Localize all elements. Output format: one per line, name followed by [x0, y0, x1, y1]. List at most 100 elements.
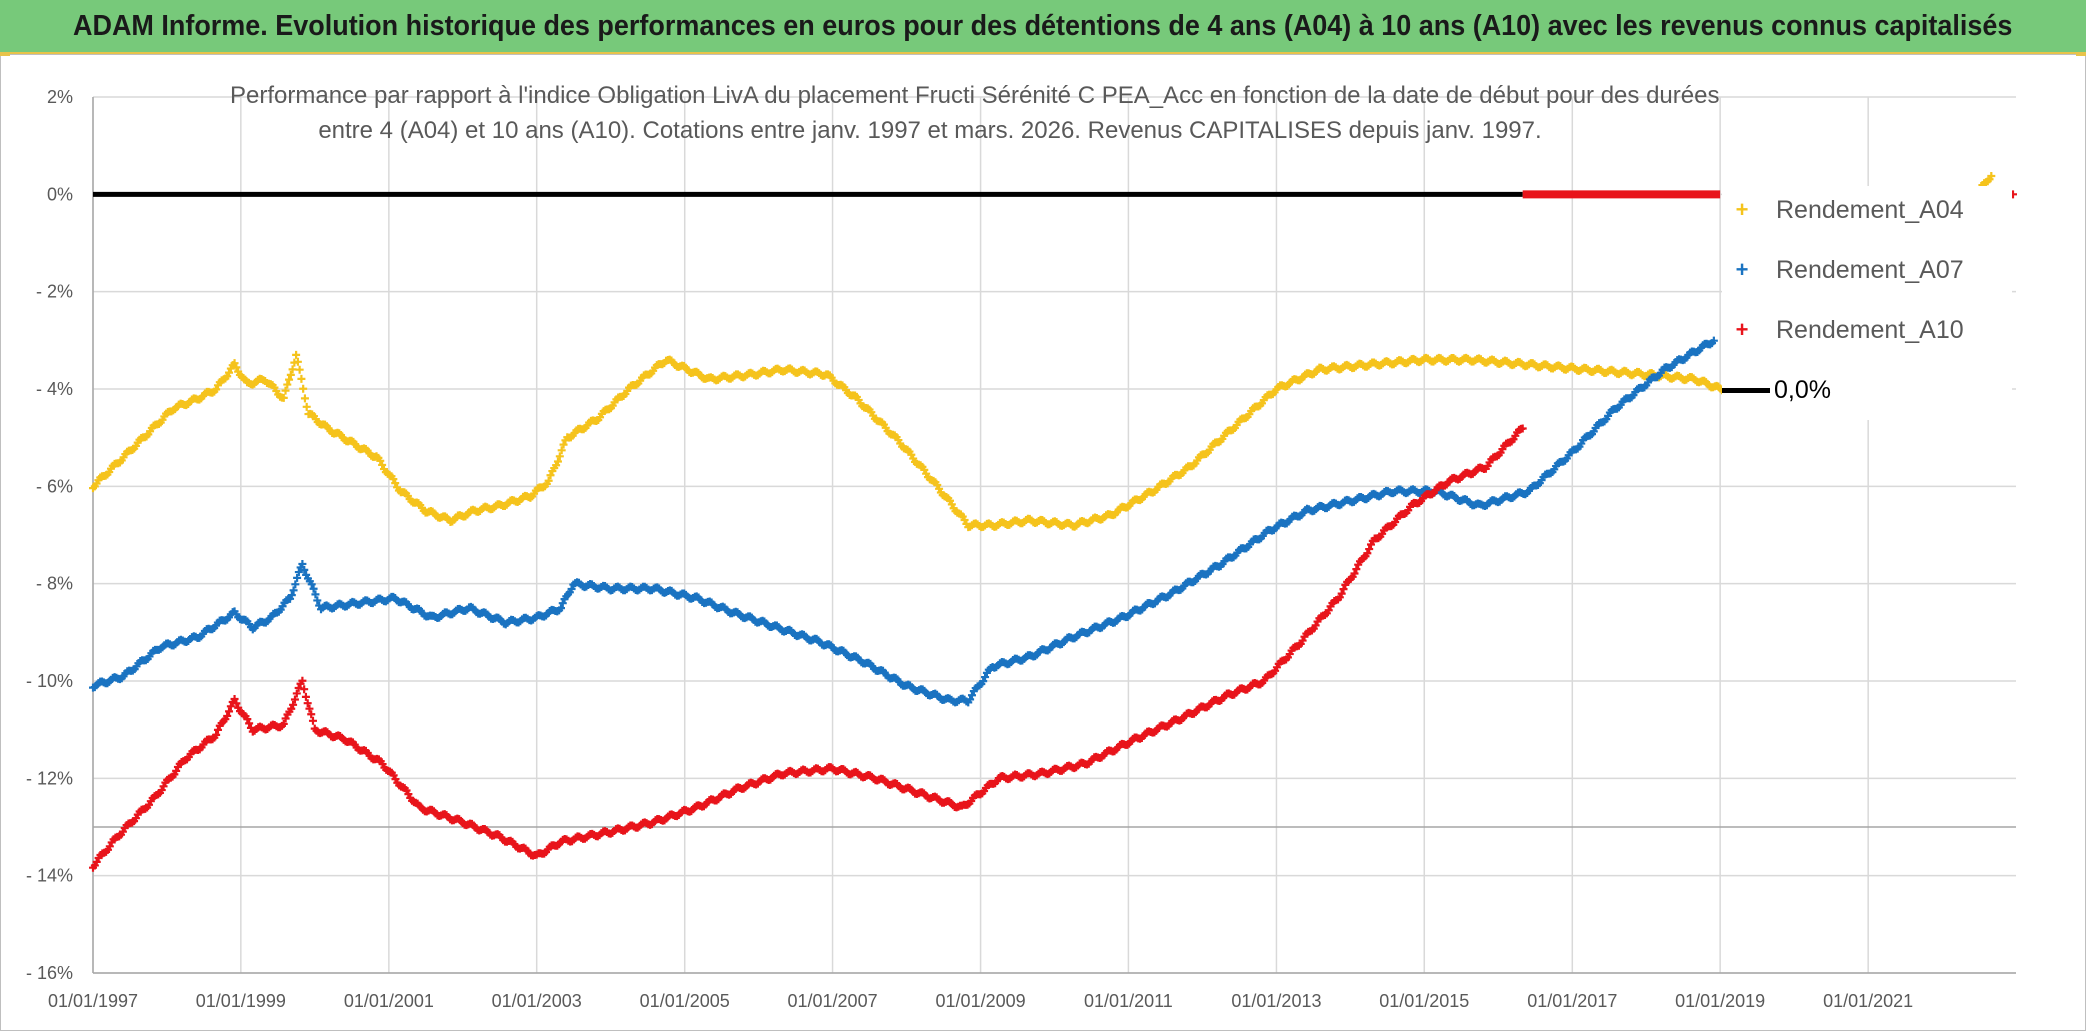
- y-tick-label: - 10%: [26, 671, 73, 691]
- data-point: [546, 471, 555, 480]
- data-point: [555, 452, 564, 461]
- data-point: [981, 673, 990, 682]
- legend-label-a10: Rendement_A10: [1776, 315, 1964, 344]
- data-point: [279, 719, 288, 728]
- data-point: [389, 475, 398, 484]
- data-point: [225, 707, 234, 716]
- legend-item-a04: + Rendement_A04: [1722, 190, 1964, 230]
- x-tick-label: 01/01/2017: [1527, 991, 1617, 1011]
- y-tick-label: - 2%: [36, 282, 73, 302]
- plus-marker-icon: +: [1735, 257, 1749, 282]
- data-point: [213, 725, 222, 734]
- data-point: [225, 368, 234, 377]
- data-point: [230, 694, 239, 703]
- data-point: [308, 716, 317, 725]
- data-point: [212, 730, 221, 739]
- data-point: [283, 380, 292, 389]
- line-marker-icon: [1722, 387, 1770, 393]
- data-point: [292, 689, 301, 698]
- data-point: [307, 580, 316, 589]
- legend-label-a04: Rendement_A04: [1776, 195, 1964, 224]
- data-point: [1352, 565, 1361, 574]
- y-tick-label: 0%: [47, 184, 73, 204]
- x-tick-label: 01/01/1999: [196, 991, 286, 1011]
- data-point: [299, 384, 308, 393]
- x-tick-label: 01/01/1997: [48, 991, 138, 1011]
- data-point: [226, 702, 235, 711]
- data-point: [291, 580, 300, 589]
- data-point: [281, 386, 290, 395]
- data-point: [553, 457, 562, 466]
- data-point: [1350, 569, 1359, 578]
- y-tick-label: - 12%: [26, 768, 73, 788]
- data-point: [300, 394, 309, 403]
- data-point: [294, 568, 303, 577]
- data-point: [243, 715, 252, 724]
- data-point: [305, 704, 314, 713]
- data-point: [378, 460, 387, 469]
- data-point: [309, 584, 318, 593]
- legend-item-a10: + Rendement_A10: [1722, 310, 1964, 350]
- data-point: [223, 711, 232, 720]
- data-point: [1337, 589, 1346, 598]
- plus-marker-icon: +: [1735, 197, 1749, 222]
- data-point: [1339, 585, 1348, 594]
- y-tick-label: - 4%: [36, 379, 73, 399]
- data-point: [212, 385, 221, 394]
- legend-item-zero: 0,0%: [1722, 370, 1831, 410]
- data-point: [313, 596, 322, 605]
- data-point: [967, 691, 976, 700]
- data-point: [567, 585, 576, 594]
- data-point: [311, 590, 320, 599]
- data-point: [556, 604, 565, 613]
- data-point: [230, 359, 239, 368]
- x-tick-label: 01/01/2009: [936, 991, 1026, 1011]
- chart-title: Performance par rapport à l'indice Oblig…: [230, 78, 1719, 148]
- x-tick-label: 01/01/2015: [1379, 991, 1469, 1011]
- data-point: [979, 677, 988, 686]
- data-point: [307, 710, 316, 719]
- data-point: [281, 714, 290, 723]
- legend-label-a07: Rendement_A07: [1776, 255, 1964, 284]
- data-point: [245, 719, 254, 728]
- data-point: [1709, 336, 1718, 345]
- report-title: ADAM Informe. Evolution historique des p…: [73, 9, 2013, 42]
- y-tick-label: - 14%: [26, 866, 73, 886]
- data-point: [287, 591, 296, 600]
- data-point: [297, 374, 306, 383]
- data-point: [301, 692, 310, 701]
- x-tick-label: 01/01/2013: [1231, 991, 1321, 1011]
- x-tick-label: 01/01/2007: [788, 991, 878, 1011]
- data-point: [295, 365, 304, 374]
- data-point: [293, 573, 302, 582]
- x-tick-label: 01/01/2001: [344, 991, 434, 1011]
- data-point: [289, 586, 298, 595]
- data-point: [544, 476, 553, 485]
- legend-label-zero: 0,0%: [1774, 375, 1831, 404]
- data-point: [289, 700, 298, 709]
- data-point: [279, 393, 288, 402]
- data-point: [232, 699, 241, 708]
- data-point: [232, 363, 241, 372]
- x-tick-label: 01/01/2019: [1675, 991, 1765, 1011]
- data-point: [1987, 171, 1996, 180]
- data-point: [286, 370, 295, 379]
- data-point: [391, 479, 400, 488]
- x-tick-label: 01/01/2021: [1823, 991, 1913, 1011]
- data-point: [557, 446, 566, 455]
- data-point: [298, 559, 307, 568]
- y-tick-label: - 8%: [36, 574, 73, 594]
- report-banner: ADAM Informe. Evolution historique des p…: [0, 0, 2086, 54]
- data-point: [294, 683, 303, 692]
- data-point: [559, 440, 568, 449]
- data-point: [300, 685, 309, 694]
- plus-marker-icon: +: [1735, 317, 1749, 342]
- corner-accent-left: [0, 52, 10, 56]
- data-point: [1363, 549, 1372, 558]
- data-point: [292, 350, 301, 359]
- data-point: [298, 676, 307, 685]
- data-point: [290, 695, 299, 704]
- data-point: [376, 456, 385, 465]
- x-tick-label: 01/01/2005: [640, 991, 730, 1011]
